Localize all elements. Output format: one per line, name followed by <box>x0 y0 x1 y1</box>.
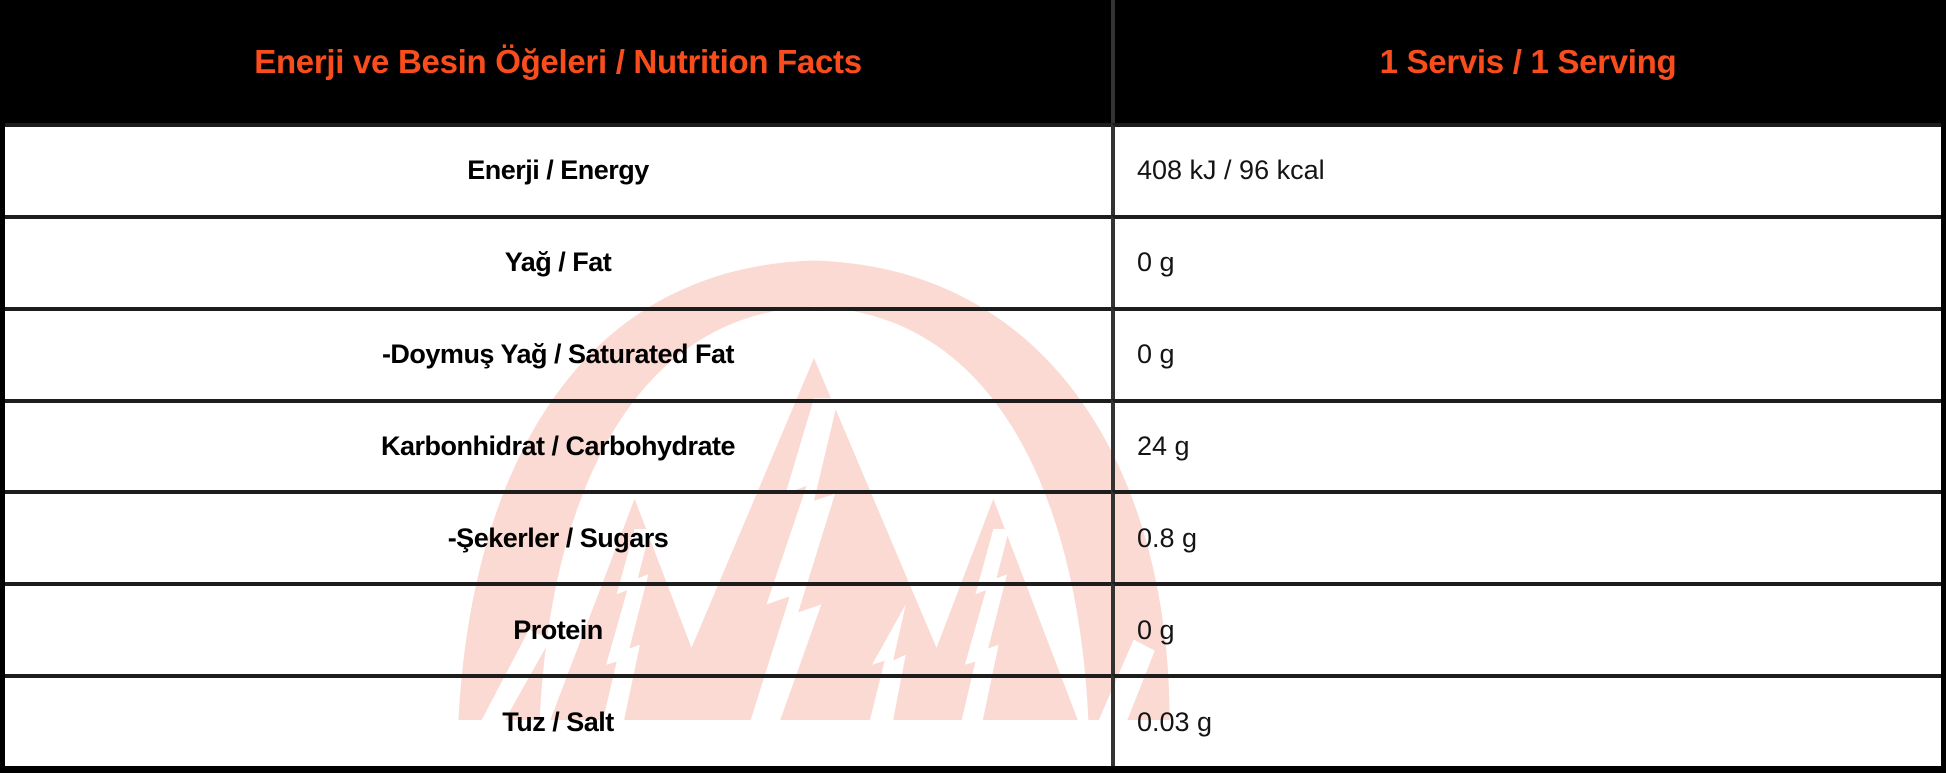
row-value-fat: 0 g <box>1111 214 1941 307</box>
row-label-carbohydrate: Karbonhidrat / Carbohydrate <box>5 398 1111 491</box>
row-label-energy: Enerji / Energy <box>5 123 1111 215</box>
row-label-saturated-fat: -Doymuş Yağ / Saturated Fat <box>5 306 1111 399</box>
nutrition-grid: Enerji ve Besin Öğeleri / Nutrition Fact… <box>5 0 1941 766</box>
row-value-carbohydrate: 24 g <box>1111 398 1941 491</box>
row-value-protein: 0 g <box>1111 582 1941 675</box>
row-label-fat: Yağ / Fat <box>5 214 1111 307</box>
row-value-sugars: 0.8 g <box>1111 490 1941 583</box>
row-value-energy: 408 kJ / 96 kcal <box>1111 123 1941 215</box>
row-value-salt: 0.03 g <box>1111 674 1941 766</box>
header-serving-text: 1 Servis / 1 Serving <box>1379 42 1677 80</box>
header-title-text: Enerji ve Besin Öğeleri / Nutrition Fact… <box>254 42 862 80</box>
row-label-protein: Protein <box>5 582 1111 674</box>
header-title: Enerji ve Besin Öğeleri / Nutrition Fact… <box>5 0 1111 123</box>
nutrition-table: Enerji ve Besin Öğeleri / Nutrition Fact… <box>5 0 1941 766</box>
row-label-salt: Tuz / Salt <box>5 674 1111 766</box>
header-serving: 1 Servis / 1 Serving <box>1111 0 1941 123</box>
row-value-saturated-fat: 0 g <box>1111 306 1941 399</box>
row-label-sugars: -Şekerler / Sugars <box>5 490 1111 582</box>
